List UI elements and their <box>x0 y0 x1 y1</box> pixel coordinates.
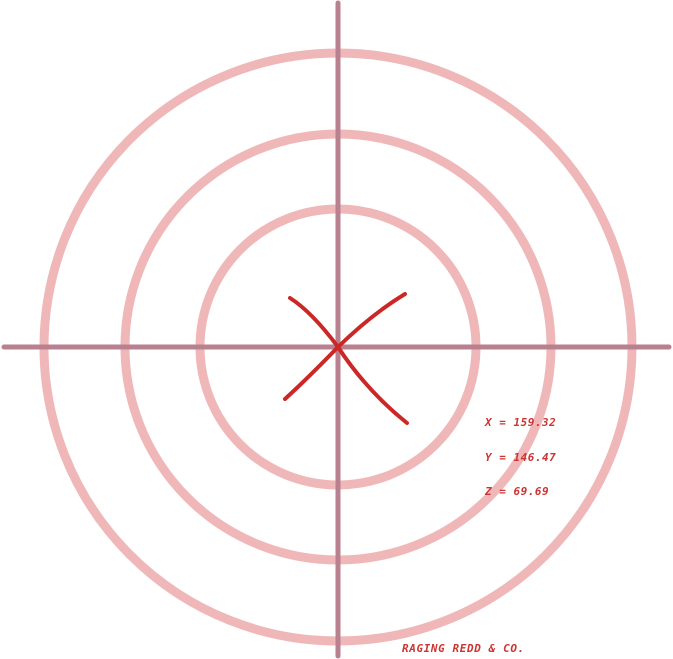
x-mark-stroke-b <box>283 292 407 401</box>
y-coordinate: Y = 146.47 <box>485 450 557 464</box>
x-coordinate: X = 159.32 <box>485 416 557 429</box>
z-coordinate: Z = 69.69 <box>485 485 550 498</box>
position-readout: X = 159.32 Y = 146.47 Z = 69.69 <box>485 394 556 509</box>
x-mark-stroke-a <box>288 296 409 425</box>
brand-label: RAGING REDD & CO. <box>402 642 525 655</box>
x-mark-icon <box>283 292 409 425</box>
